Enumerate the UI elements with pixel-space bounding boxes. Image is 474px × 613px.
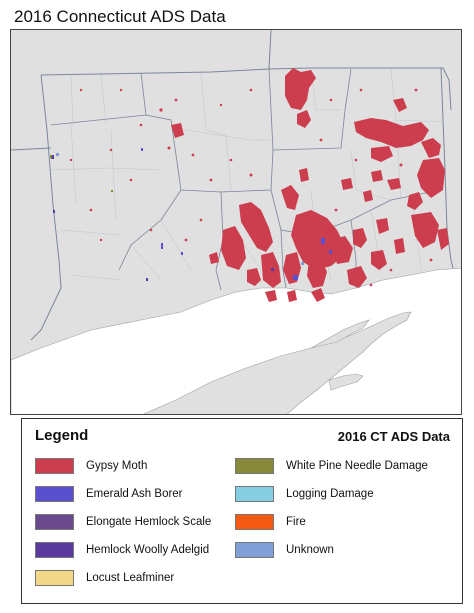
legend-item-fire: Fire	[235, 513, 306, 531]
legend-label: Elongate Hemlock Scale	[86, 516, 212, 528]
map-title: 2016 Connecticut ADS Data	[14, 7, 226, 26]
long-island-south-fork	[328, 373, 364, 391]
legend-swatch	[235, 514, 274, 530]
county-boundaries	[50, 68, 442, 291]
white-pine-needle-damage	[50, 155, 113, 192]
legend-label: White Pine Needle Damage	[286, 460, 428, 472]
legend-item-unknown: Unknown	[235, 541, 334, 559]
legend-label: Emerald Ash Borer	[86, 488, 183, 500]
legend-swatch	[35, 514, 74, 530]
emerald-ash-borer-damage	[141, 148, 332, 280]
town-boundaries	[50, 67, 444, 281]
legend-label: Fire	[286, 516, 306, 528]
legend-label: Unknown	[286, 544, 334, 556]
map-frame	[10, 29, 462, 415]
legend-swatch	[35, 570, 74, 586]
legend: Legend 2016 CT ADS Data Gypsy Moth Emera…	[21, 418, 463, 604]
legend-subtitle: 2016 CT ADS Data	[337, 429, 450, 444]
legend-title: Legend	[35, 427, 89, 444]
legend-item-hemlock-woolly-adelgid: Hemlock Woolly Adelgid	[35, 541, 209, 559]
long-island-north-fork	[310, 319, 370, 349]
unknown-damage	[56, 153, 304, 265]
gypsy-moth-specks	[69, 88, 433, 287]
legend-label: Logging Damage	[286, 488, 374, 500]
legend-item-elongate-hemlock-scale: Elongate Hemlock Scale	[35, 513, 211, 531]
legend-swatch	[235, 486, 274, 502]
connecticut-map	[11, 30, 461, 414]
legend-item-emerald-ash-borer: Emerald Ash Borer	[35, 485, 183, 503]
legend-label: Gypsy Moth	[86, 460, 148, 472]
legend-swatch	[235, 458, 274, 474]
hemlock-woolly-adelgid-damage	[51, 155, 274, 281]
legend-label: Hemlock Woolly Adelgid	[86, 544, 210, 556]
legend-label: Locust Leafminer	[86, 572, 175, 584]
legend-item-locust-leafminer: Locust Leafminer	[35, 569, 174, 587]
legend-swatch	[35, 486, 74, 502]
gypsy-moth-damage	[171, 68, 449, 302]
legend-swatch	[235, 542, 274, 558]
legend-swatch	[35, 458, 74, 474]
legend-item-white-pine-needle-damage: White Pine Needle Damage	[235, 457, 428, 475]
legend-item-logging-damage: Logging Damage	[235, 485, 374, 503]
legend-swatch	[35, 542, 74, 558]
legend-item-gypsy-moth: Gypsy Moth	[35, 457, 147, 475]
